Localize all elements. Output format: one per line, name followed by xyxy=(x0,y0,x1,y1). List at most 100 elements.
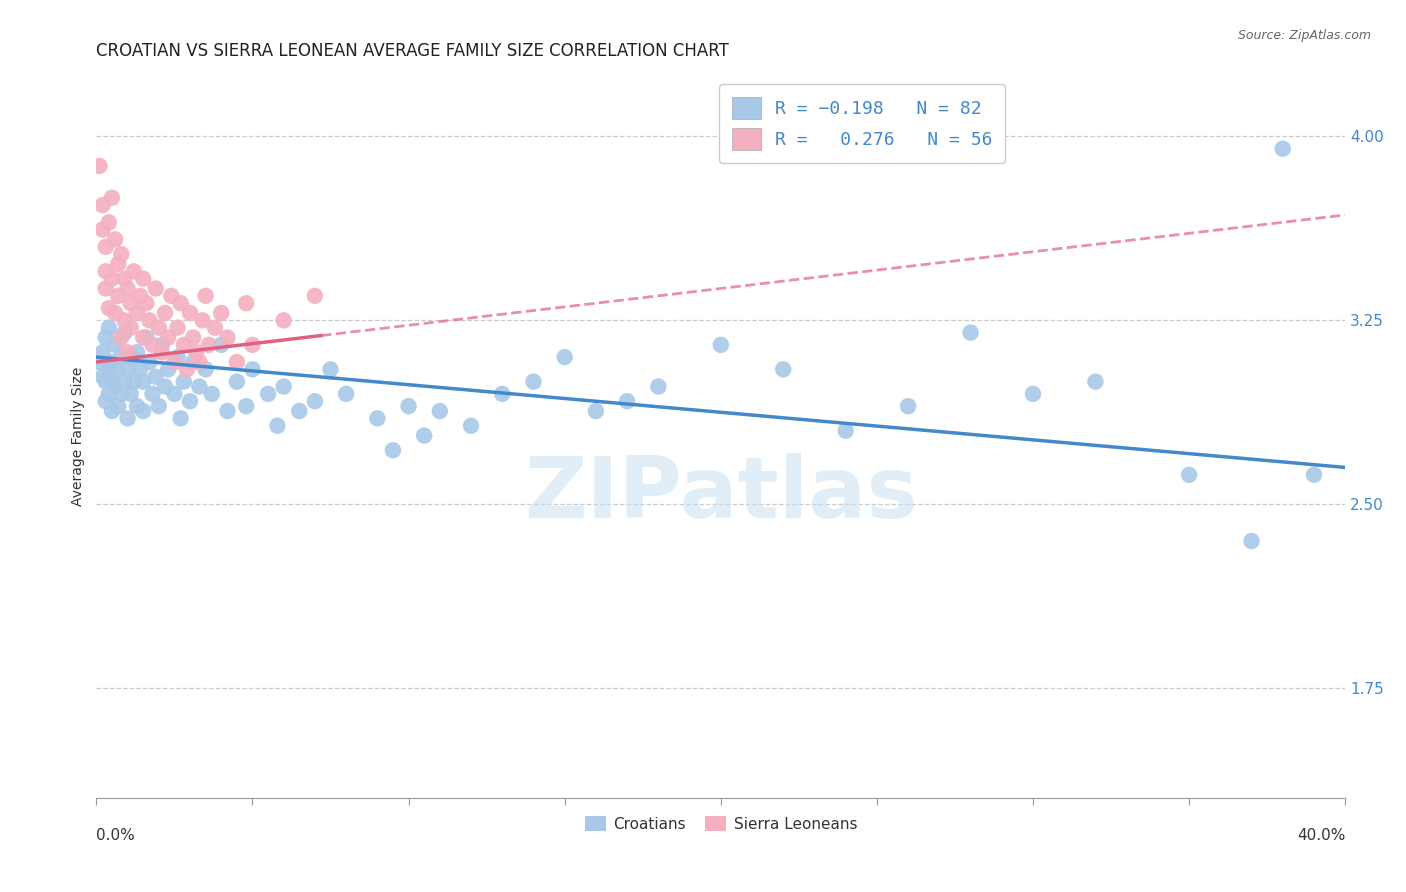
Point xyxy=(188,355,211,369)
Point xyxy=(120,320,142,334)
Text: 0.0%: 0.0% xyxy=(97,828,135,843)
Point xyxy=(460,418,482,433)
Point xyxy=(104,306,127,320)
Point xyxy=(110,330,132,344)
Point xyxy=(97,387,120,401)
Point xyxy=(273,379,295,393)
Point xyxy=(141,338,163,352)
Point xyxy=(188,379,211,393)
Point xyxy=(201,387,224,401)
Point xyxy=(132,330,155,344)
Point xyxy=(117,345,139,359)
Point xyxy=(173,375,195,389)
Point xyxy=(97,301,120,315)
Point xyxy=(157,330,180,344)
Point xyxy=(110,247,132,261)
Point xyxy=(273,313,295,327)
Point xyxy=(616,394,638,409)
Text: CROATIAN VS SIERRA LEONEAN AVERAGE FAMILY SIZE CORRELATION CHART: CROATIAN VS SIERRA LEONEAN AVERAGE FAMIL… xyxy=(97,42,730,60)
Point xyxy=(304,289,326,303)
Point xyxy=(522,375,544,389)
Point xyxy=(366,411,388,425)
Text: ZIPatlas: ZIPatlas xyxy=(524,453,918,536)
Point xyxy=(94,394,117,409)
Point xyxy=(834,424,856,438)
Point xyxy=(153,379,176,393)
Point xyxy=(101,404,124,418)
Point xyxy=(125,345,148,359)
Point xyxy=(138,355,160,369)
Point xyxy=(132,271,155,285)
Point xyxy=(120,387,142,401)
Point xyxy=(381,443,404,458)
Point xyxy=(97,320,120,334)
Point xyxy=(114,271,136,285)
Point xyxy=(91,222,114,236)
Point xyxy=(319,362,342,376)
Point xyxy=(101,355,124,369)
Point xyxy=(204,320,226,334)
Point xyxy=(181,330,204,344)
Point xyxy=(129,289,152,303)
Point xyxy=(125,399,148,413)
Point xyxy=(91,198,114,212)
Point xyxy=(266,418,288,433)
Legend: Croatians, Sierra Leoneans: Croatians, Sierra Leoneans xyxy=(578,810,863,838)
Point xyxy=(169,296,191,310)
Point xyxy=(647,379,669,393)
Point xyxy=(91,369,114,384)
Point xyxy=(148,399,170,413)
Point xyxy=(114,313,136,327)
Point xyxy=(1084,375,1107,389)
Point xyxy=(135,330,157,344)
Text: 40.0%: 40.0% xyxy=(1296,828,1346,843)
Point xyxy=(104,379,127,393)
Point xyxy=(129,362,152,376)
Point xyxy=(101,191,124,205)
Point xyxy=(145,369,167,384)
Point xyxy=(94,240,117,254)
Point xyxy=(1303,467,1326,482)
Point xyxy=(257,387,280,401)
Point xyxy=(101,375,124,389)
Point xyxy=(163,387,186,401)
Point xyxy=(209,306,232,320)
Point xyxy=(104,232,127,246)
Point xyxy=(225,355,247,369)
Point xyxy=(153,306,176,320)
Point xyxy=(160,289,183,303)
Point xyxy=(122,375,145,389)
Point xyxy=(169,411,191,425)
Point xyxy=(89,355,111,369)
Point xyxy=(107,399,129,413)
Point xyxy=(125,306,148,320)
Point xyxy=(107,362,129,376)
Point xyxy=(166,350,188,364)
Point xyxy=(117,362,139,376)
Point xyxy=(91,345,114,359)
Point xyxy=(150,338,173,352)
Point xyxy=(157,362,180,376)
Text: Source: ZipAtlas.com: Source: ZipAtlas.com xyxy=(1237,29,1371,42)
Point xyxy=(179,306,201,320)
Point xyxy=(181,355,204,369)
Point xyxy=(141,387,163,401)
Point xyxy=(104,338,127,352)
Point xyxy=(114,375,136,389)
Point xyxy=(94,330,117,344)
Point xyxy=(554,350,576,364)
Point xyxy=(94,375,117,389)
Point xyxy=(107,257,129,271)
Point xyxy=(335,387,357,401)
Point xyxy=(94,281,117,295)
Point xyxy=(163,355,186,369)
Point xyxy=(97,362,120,376)
Point xyxy=(186,345,208,359)
Point xyxy=(138,313,160,327)
Point xyxy=(150,345,173,359)
Point xyxy=(148,320,170,334)
Point xyxy=(197,338,219,352)
Point xyxy=(117,281,139,295)
Point xyxy=(304,394,326,409)
Point xyxy=(235,296,257,310)
